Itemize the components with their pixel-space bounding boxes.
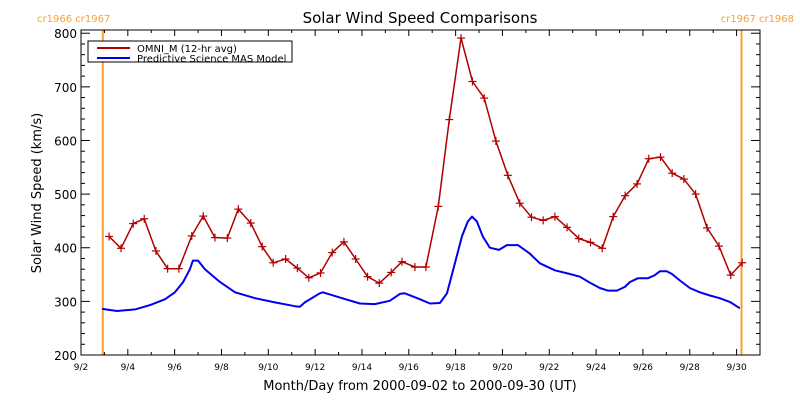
- omni-data-point: [738, 258, 747, 267]
- omni-data-point: [598, 244, 607, 253]
- axis-ticks: 200 300 400 500 600 700 800 9/2 9/4 9/6 9/8 9/10 9/1…: [54, 27, 760, 373]
- omni-data-point: [129, 219, 138, 228]
- omni-data-point: [668, 169, 677, 178]
- omni-data-point: [586, 238, 595, 247]
- x-tick-label: 9/28: [680, 363, 700, 373]
- x-tick-label: 9/8: [214, 363, 229, 373]
- x-axis-label: Month/Day from 2000-09-02 to 2000-09-30 …: [263, 379, 576, 394]
- omni-data-point: [679, 175, 688, 184]
- omni-data-point: [715, 242, 724, 251]
- omni-data-point: [421, 263, 430, 272]
- y-axis-label: Solar Wind Speed (km/s): [30, 113, 45, 273]
- x-tick-label: 9/12: [305, 363, 325, 373]
- legend-label-omni: OMNI_M (12-hr avg): [137, 44, 237, 55]
- omni-data-point: [703, 223, 712, 232]
- omni-data-point: [174, 264, 183, 273]
- legend-box: [87, 40, 293, 63]
- omni-data-point: [234, 205, 243, 214]
- y-tick-label: 700: [54, 81, 77, 95]
- omni-data-point: [410, 263, 419, 272]
- legend-label-mas: Predictive Science MAS Model: [137, 54, 286, 65]
- x-tick-label: 9/18: [446, 363, 466, 373]
- omni-data-point: [351, 255, 360, 264]
- y-tick-label: 200: [54, 349, 77, 363]
- plot-frame: [80, 29, 761, 356]
- omni-data-point: [491, 137, 500, 146]
- omni-data-point: [223, 234, 232, 243]
- omni-data-point: [550, 212, 559, 221]
- x-tick-label: 9/6: [167, 363, 182, 373]
- omni-data-point: [151, 246, 160, 255]
- y-tick-label: 800: [54, 27, 77, 41]
- legend: OMNI_M (12-hr avg) Predictive Science MA…: [87, 40, 293, 65]
- x-tick-label: 9/10: [258, 363, 278, 373]
- omni-data-point: [304, 273, 313, 282]
- y-tick-label: 300: [54, 295, 77, 309]
- omni-data-point: [539, 216, 548, 225]
- y-tick-label: 600: [54, 134, 77, 148]
- omni-data-point: [609, 212, 618, 221]
- omni-data-point: [246, 219, 255, 228]
- y-tick-label: 400: [54, 242, 77, 256]
- y-tick-label: 500: [54, 188, 77, 202]
- omni-data-point: [480, 94, 489, 103]
- omni-data-point: [199, 212, 208, 221]
- omni-data-point: [527, 213, 536, 222]
- omni-data-point: [574, 234, 583, 243]
- chart-title: Solar Wind Speed Comparisons: [303, 9, 538, 27]
- omni-data-point: [293, 264, 302, 273]
- omni-data-point: [316, 268, 325, 277]
- x-tick-label: 9/30: [726, 363, 746, 373]
- omni-data-point: [691, 190, 700, 199]
- omni-data-point: [258, 242, 267, 251]
- omni-data-point: [434, 202, 443, 211]
- omni-data-point: [187, 231, 196, 240]
- omni-data-point: [163, 264, 172, 273]
- omni-data-point: [328, 248, 337, 257]
- x-tick-label: 9/20: [492, 363, 512, 373]
- x-tick-label: 9/22: [539, 363, 559, 373]
- x-tick-label: 9/4: [121, 363, 136, 373]
- omni-data-point: [269, 258, 278, 267]
- omni-data-point: [515, 199, 524, 208]
- omni-series-line: [108, 37, 743, 284]
- carrington-markers: cr1966 cr1967 cr1967 cr1968: [37, 14, 794, 355]
- carrington-label: cr1967 cr1968: [721, 14, 794, 25]
- omni-data-point: [398, 257, 407, 266]
- carrington-label: cr1966 cr1967: [37, 14, 110, 25]
- x-tick-label: 9/14: [352, 363, 372, 373]
- omni-data-point: [105, 232, 114, 241]
- omni-data-point: [563, 223, 572, 232]
- omni-data-point: [621, 191, 630, 200]
- mas-model-series-line: [101, 215, 741, 312]
- omni-data-point: [363, 272, 372, 281]
- omni-data-point: [445, 115, 454, 124]
- omni-data-point: [633, 179, 642, 188]
- x-tick-label: 9/2: [74, 363, 88, 373]
- omni-data-point: [281, 255, 290, 264]
- omni-data-point: [375, 279, 384, 288]
- omni-data-point: [140, 214, 149, 223]
- omni-data-point: [468, 77, 477, 86]
- omni-data-point: [339, 237, 348, 246]
- omni-data-point: [656, 153, 665, 162]
- omni-data-point: [387, 268, 396, 277]
- omni-data-point: [726, 271, 735, 280]
- omni-data-point: [117, 244, 126, 253]
- x-tick-label: 9/16: [399, 363, 419, 373]
- omni-data-point: [644, 154, 653, 163]
- omni-data-point: [503, 171, 512, 180]
- x-tick-label: 9/24: [586, 363, 606, 373]
- x-tick-label: 9/26: [633, 363, 653, 373]
- omni-data-point: [457, 34, 466, 43]
- omni-data-point: [210, 233, 219, 242]
- series-layer: [101, 34, 747, 312]
